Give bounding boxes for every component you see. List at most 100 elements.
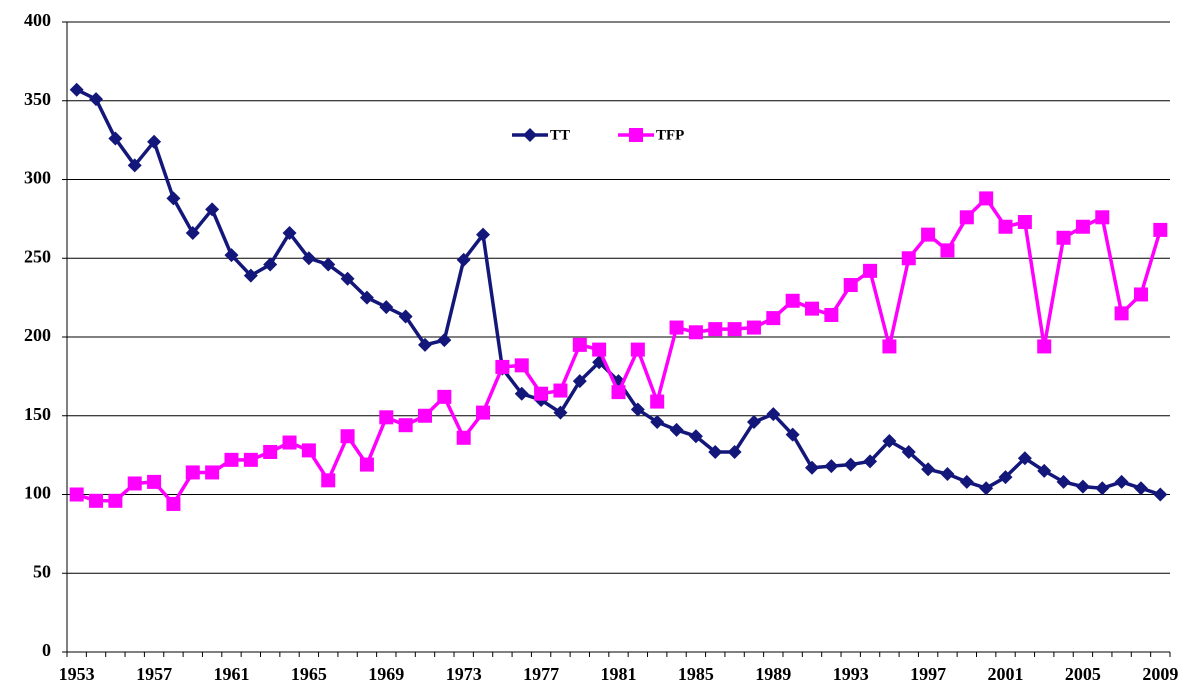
x-tick-label: 1961	[213, 664, 249, 684]
data-point	[785, 293, 800, 308]
x-tick-label: 1977	[523, 664, 559, 684]
x-tick-label: 1965	[291, 664, 327, 684]
data-point	[805, 460, 820, 475]
data-point	[727, 322, 742, 337]
data-point	[998, 470, 1013, 485]
legend-label: TT	[550, 127, 570, 143]
data-point	[185, 465, 200, 480]
data-point	[766, 311, 781, 326]
x-tick-label: 2005	[1065, 664, 1101, 684]
data-point	[1037, 339, 1052, 354]
data-point	[669, 320, 684, 335]
data-point	[824, 459, 839, 474]
data-point	[69, 487, 84, 502]
data-point	[611, 385, 626, 400]
data-point	[514, 358, 529, 373]
data-point	[1017, 451, 1032, 466]
data-point	[224, 248, 239, 263]
y-tick-label: 0	[42, 640, 51, 660]
data-point	[398, 418, 413, 433]
data-point	[746, 320, 761, 335]
data-point	[437, 389, 452, 404]
data-point	[437, 333, 452, 348]
data-point	[398, 309, 413, 324]
data-point	[243, 268, 258, 283]
data-point	[1114, 306, 1129, 321]
data-point	[959, 474, 974, 489]
data-point	[147, 134, 162, 149]
data-point	[456, 252, 471, 267]
data-point	[417, 337, 432, 352]
x-tick-label: 1953	[59, 664, 95, 684]
data-point	[979, 481, 994, 496]
data-point	[921, 227, 936, 242]
data-point	[863, 263, 878, 278]
data-point	[727, 444, 742, 459]
data-point	[1153, 487, 1168, 502]
data-point	[514, 386, 529, 401]
data-point	[1056, 230, 1071, 245]
data-point	[572, 374, 587, 389]
data-point	[301, 251, 316, 266]
data-point	[476, 227, 491, 242]
data-point	[785, 427, 800, 442]
data-point	[901, 444, 916, 459]
x-tick-label: 1997	[910, 664, 946, 684]
data-point	[553, 383, 568, 398]
data-point	[766, 407, 781, 422]
data-point	[282, 435, 297, 450]
data-point	[340, 429, 355, 444]
y-tick-label: 50	[33, 561, 51, 581]
data-point	[534, 386, 549, 401]
data-point	[127, 158, 142, 173]
data-point	[127, 476, 142, 491]
data-point	[843, 278, 858, 293]
data-point	[940, 243, 955, 258]
y-tick-label: 350	[24, 89, 51, 109]
data-point	[166, 496, 181, 511]
data-point	[495, 359, 510, 374]
data-point	[108, 131, 123, 146]
data-point	[282, 226, 297, 241]
x-tick-label: 1989	[755, 664, 791, 684]
data-point	[108, 493, 123, 508]
data-point	[553, 405, 568, 420]
data-point	[205, 465, 220, 480]
x-tick-label: 1981	[601, 664, 637, 684]
data-point	[669, 422, 684, 437]
data-point	[89, 92, 104, 107]
data-point	[224, 452, 239, 467]
data-point	[166, 191, 181, 206]
x-tick-label: 1969	[368, 664, 404, 684]
y-tick-label: 250	[24, 246, 51, 266]
data-point	[882, 433, 897, 448]
data-point	[998, 219, 1013, 234]
y-tick-label: 100	[24, 483, 51, 503]
data-point	[379, 410, 394, 425]
data-point	[688, 325, 703, 340]
data-point	[630, 402, 645, 417]
data-point	[572, 337, 587, 352]
x-tick-label: 1993	[833, 664, 869, 684]
data-point	[89, 493, 104, 508]
data-point	[185, 226, 200, 241]
data-point	[843, 457, 858, 472]
data-point	[263, 444, 278, 459]
data-point	[456, 430, 471, 445]
data-point	[1056, 474, 1071, 489]
data-point	[476, 405, 491, 420]
data-point	[301, 443, 316, 458]
data-point	[1133, 287, 1148, 302]
data-point	[205, 202, 220, 217]
data-point	[1133, 481, 1148, 496]
x-tick-label: 1973	[446, 664, 482, 684]
series-line	[75, 88, 1161, 497]
data-point	[805, 301, 820, 316]
data-point	[650, 394, 665, 409]
x-tick-label: 1985	[678, 664, 714, 684]
data-point	[1017, 215, 1032, 230]
data-point	[340, 271, 355, 286]
data-point	[708, 444, 723, 459]
data-point	[921, 462, 936, 477]
